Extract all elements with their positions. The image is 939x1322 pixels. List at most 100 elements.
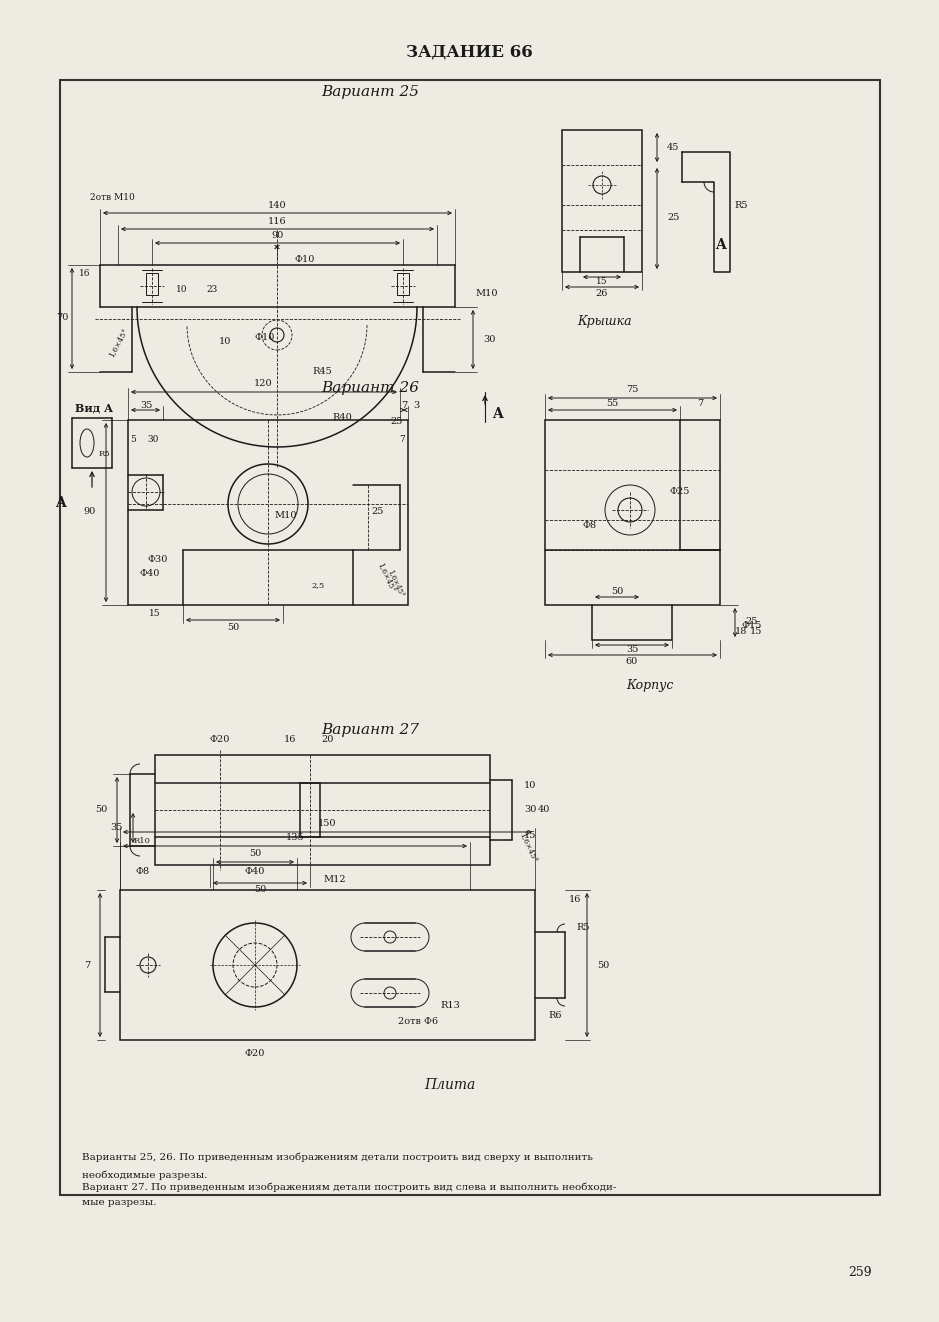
Text: Крышка: Крышка — [577, 316, 632, 328]
Text: Вариант 25: Вариант 25 — [321, 85, 419, 99]
Text: 55: 55 — [606, 399, 618, 408]
Text: 35: 35 — [111, 824, 123, 833]
Bar — [397, 274, 409, 295]
Text: Вариант 27: Вариант 27 — [321, 723, 419, 736]
Text: 30: 30 — [524, 805, 536, 814]
Text: Вид А: Вид А — [75, 402, 113, 414]
Text: 15: 15 — [149, 608, 161, 617]
Text: 259: 259 — [848, 1265, 871, 1278]
Text: 1,6×45°: 1,6×45° — [107, 327, 129, 358]
Text: Плита: Плита — [424, 1077, 476, 1092]
Text: 50: 50 — [249, 850, 261, 858]
Text: 15: 15 — [750, 628, 762, 636]
Text: Корпус: Корпус — [626, 678, 673, 691]
Text: 16: 16 — [569, 895, 581, 904]
Text: 2отв M10: 2отв M10 — [89, 193, 134, 201]
Text: 90: 90 — [270, 230, 284, 239]
Text: Ф8: Ф8 — [583, 521, 597, 530]
Bar — [60, 81, 880, 1195]
Text: 50: 50 — [597, 961, 609, 969]
Text: 30: 30 — [147, 435, 159, 444]
Text: 35: 35 — [625, 645, 639, 654]
Text: 25: 25 — [667, 213, 680, 222]
Text: 26: 26 — [596, 290, 608, 299]
Text: 116: 116 — [268, 217, 286, 226]
Text: Ф10: Ф10 — [254, 333, 275, 341]
Text: Вариант 27. По приведенным изображениям детали построить вид слева и выполнить н: Вариант 27. По приведенным изображениям … — [82, 1183, 616, 1192]
Text: A: A — [54, 496, 66, 510]
Text: 150: 150 — [317, 820, 336, 829]
Text: R40: R40 — [332, 412, 352, 422]
Text: необходимые разрезы.: необходимые разрезы. — [82, 1170, 208, 1179]
Text: 23: 23 — [207, 284, 218, 293]
Text: R6: R6 — [548, 1010, 562, 1019]
Text: 50: 50 — [611, 587, 623, 595]
Text: 2,5: 2,5 — [312, 580, 325, 590]
Text: Ф25: Ф25 — [670, 488, 690, 497]
Text: 35: 35 — [140, 401, 152, 410]
Text: 7: 7 — [401, 401, 408, 410]
Text: 140: 140 — [268, 201, 286, 209]
Bar — [120, 890, 535, 1040]
Text: 135: 135 — [285, 833, 304, 842]
Text: 7: 7 — [399, 435, 405, 444]
Bar — [155, 755, 490, 865]
Text: Вариант 26: Вариант 26 — [321, 381, 419, 395]
Text: 50: 50 — [227, 623, 239, 632]
Text: R5: R5 — [734, 201, 747, 209]
Bar — [146, 274, 158, 295]
Text: 50: 50 — [254, 886, 266, 895]
Text: Ф40: Ф40 — [140, 570, 161, 579]
Text: 30: 30 — [483, 334, 496, 344]
Text: 3: 3 — [413, 401, 419, 410]
Text: 2отв Ф6: 2отв Ф6 — [398, 1018, 439, 1026]
Text: 1,6×45°: 1,6×45° — [517, 830, 538, 863]
Text: R45: R45 — [312, 368, 331, 377]
Text: M10: M10 — [476, 290, 499, 299]
Text: 60: 60 — [626, 657, 639, 666]
Text: M12: M12 — [324, 875, 346, 884]
Text: 45: 45 — [667, 143, 680, 152]
Text: 10: 10 — [219, 337, 231, 346]
Text: мые разрезы.: мые разрезы. — [82, 1198, 157, 1207]
Text: 5: 5 — [131, 435, 136, 444]
Text: A: A — [492, 407, 502, 420]
Text: 15: 15 — [524, 830, 536, 839]
Text: ЗАДАНИЕ 66: ЗАДАНИЕ 66 — [406, 44, 532, 61]
Text: 70: 70 — [55, 313, 69, 323]
Text: 25: 25 — [391, 418, 403, 427]
Bar — [128, 420, 408, 605]
Text: 10: 10 — [177, 284, 188, 293]
Text: 1,6×45°: 1,6×45° — [386, 568, 406, 598]
Text: 25: 25 — [372, 508, 384, 517]
Text: R10: R10 — [133, 837, 150, 845]
Text: 10: 10 — [524, 780, 536, 789]
Bar — [545, 420, 720, 605]
Text: 15: 15 — [596, 278, 608, 287]
Text: 20: 20 — [322, 735, 334, 744]
Text: Ф8: Ф8 — [136, 867, 150, 876]
Text: 7: 7 — [84, 961, 90, 969]
Text: Ф40: Ф40 — [245, 867, 265, 876]
Text: R5: R5 — [99, 449, 110, 457]
Text: Ф30: Ф30 — [147, 554, 168, 563]
Text: 50: 50 — [95, 805, 107, 814]
Text: 90: 90 — [84, 508, 96, 517]
Text: Варианты 25, 26. По приведенным изображениям детали построить вид сверху и выпол: Варианты 25, 26. По приведенным изображе… — [82, 1151, 593, 1162]
Text: Ф10: Ф10 — [295, 255, 316, 264]
Text: A: A — [715, 238, 725, 253]
Text: 1,6×45°: 1,6×45° — [376, 561, 396, 594]
Text: 7: 7 — [697, 399, 703, 408]
Text: Ф15: Ф15 — [742, 620, 762, 629]
Text: 18: 18 — [735, 628, 747, 636]
Text: 120: 120 — [254, 379, 272, 389]
Bar — [562, 130, 642, 272]
Text: R13: R13 — [440, 1001, 460, 1010]
Text: M10: M10 — [275, 512, 298, 521]
Text: 25: 25 — [745, 617, 758, 627]
Text: Ф20: Ф20 — [209, 735, 230, 744]
Text: R5: R5 — [577, 924, 590, 932]
Text: 16: 16 — [284, 735, 296, 744]
Text: 75: 75 — [625, 386, 639, 394]
Text: 40: 40 — [538, 805, 550, 814]
